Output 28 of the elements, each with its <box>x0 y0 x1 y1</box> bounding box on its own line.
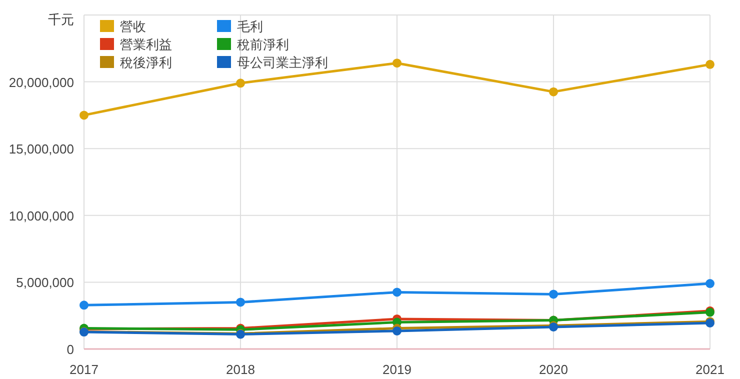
point <box>80 300 88 310</box>
x-tick-label: 2017 <box>70 362 98 377</box>
legend-label: 稅前淨利 <box>237 37 289 52</box>
point <box>80 110 88 120</box>
legend-label: 稅後淨利 <box>120 55 172 70</box>
legend-label: 營業利益 <box>120 37 172 52</box>
y-tick-label: 15,000,000 <box>8 142 74 157</box>
point <box>706 60 714 69</box>
point <box>236 298 245 307</box>
point <box>392 288 402 297</box>
point <box>706 279 714 288</box>
point <box>392 326 402 336</box>
x-tick-label: 2018 <box>226 362 255 377</box>
point <box>392 58 402 68</box>
y-tick-label: 0 <box>66 342 74 357</box>
x-tick-label: 2021 <box>696 362 724 377</box>
y-tick-label: 20,000,000 <box>8 74 74 90</box>
legend-label: 毛利 <box>237 19 263 34</box>
point <box>236 78 245 88</box>
x-tick-label: 2020 <box>539 362 568 377</box>
legend-label: 母公司業主淨利 <box>237 55 328 70</box>
y-tick-label: 5,000,000 <box>16 275 74 290</box>
x-tick-label: 2019 <box>382 362 412 377</box>
point <box>549 87 558 96</box>
legend-label: 營收 <box>120 19 146 34</box>
point <box>549 290 558 299</box>
y-axis-title: 千元 <box>48 12 74 27</box>
y-tick-label: 10,000,000 <box>8 208 74 224</box>
